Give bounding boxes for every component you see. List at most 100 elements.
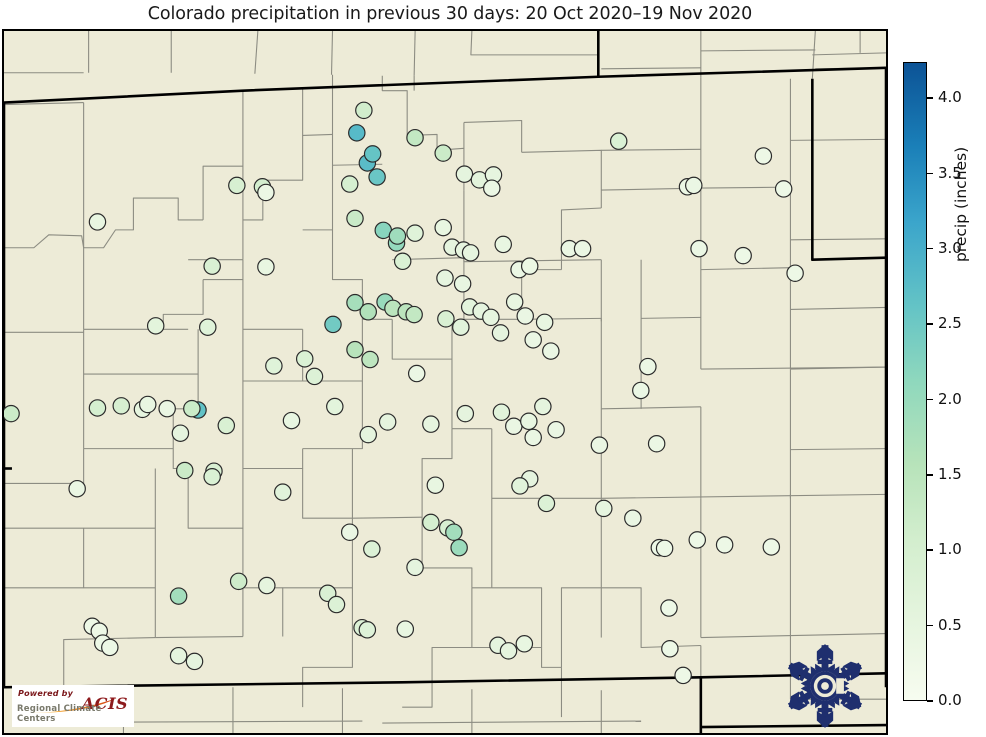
station-marker[interactable] [685,176,703,195]
station-marker[interactable] [483,179,501,197]
station-marker[interactable] [660,599,678,617]
station-marker[interactable] [511,477,529,495]
station-marker[interactable] [426,476,445,494]
station-marker[interactable] [358,621,377,639]
station-marker[interactable] [203,468,221,486]
station-marker[interactable] [786,264,804,282]
station-marker[interactable] [257,258,275,276]
station-marker[interactable] [363,145,382,163]
station-marker[interactable] [340,523,359,541]
map-plot-area[interactable]: Powered by ACIS Regional Climate Centers [2,29,888,735]
station-marker[interactable] [363,540,381,558]
station-marker[interactable] [505,293,524,311]
station-marker[interactable] [674,666,692,685]
station-marker[interactable] [169,646,188,665]
station-marker[interactable] [573,239,592,258]
station-marker[interactable] [305,367,324,386]
station-marker[interactable] [158,399,176,418]
station-marker[interactable] [590,436,609,454]
station-marker[interactable] [282,411,301,430]
station-marker[interactable] [138,395,157,414]
station-marker[interactable] [346,209,364,228]
station-marker[interactable] [327,595,346,614]
station-marker[interactable] [203,257,221,275]
station-marker[interactable] [453,275,472,293]
station-marker[interactable] [542,342,560,360]
station-marker[interactable] [754,147,773,165]
station-marker[interactable] [524,428,542,447]
station-marker[interactable] [436,269,454,287]
station-marker[interactable] [647,434,666,453]
station-marker[interactable] [655,539,674,558]
station-marker[interactable] [762,538,781,556]
station-marker[interactable] [639,357,657,376]
station-marker[interactable] [524,331,542,349]
station-marker[interactable] [101,638,119,657]
station-marker[interactable] [169,587,188,605]
station-marker[interactable] [482,308,500,327]
station-marker[interactable] [492,403,511,421]
station-marker[interactable] [4,404,20,423]
station-marker[interactable] [547,420,565,439]
station-marker[interactable] [491,324,510,342]
station-marker[interactable] [346,340,364,359]
station-marker[interactable] [715,536,734,554]
station-marker[interactable] [595,499,613,518]
station-marker[interactable] [171,424,190,442]
station-marker[interactable] [422,415,440,433]
station-marker[interactable] [406,224,424,242]
station-marker[interactable] [217,416,236,435]
station-marker[interactable] [257,183,275,202]
station-marker[interactable] [450,538,468,557]
station-marker[interactable] [183,399,201,418]
station-marker[interactable] [535,313,554,332]
station-marker[interactable] [393,252,412,271]
station-marker[interactable] [422,513,440,532]
station-marker[interactable] [407,364,426,383]
station-marker[interactable] [88,213,107,231]
station-marker[interactable] [434,218,452,237]
station-marker[interactable] [396,620,415,638]
station-marker[interactable] [520,257,539,275]
station-marker[interactable] [774,180,793,198]
station-marker[interactable] [690,239,708,258]
station-marker[interactable] [258,576,276,595]
station-marker[interactable] [346,293,364,312]
station-marker[interactable] [340,175,359,193]
station-marker[interactable] [515,635,534,653]
station-marker[interactable] [505,417,523,435]
station-marker[interactable] [228,176,246,195]
station-marker[interactable] [361,350,379,369]
station-marker[interactable] [405,305,423,324]
station-marker[interactable] [88,399,107,417]
station-marker[interactable] [146,317,165,335]
station-marker[interactable] [355,101,373,120]
station-marker[interactable] [326,397,344,416]
station-marker[interactable] [734,246,752,265]
station-marker[interactable] [445,523,463,541]
station-marker[interactable] [499,642,518,660]
station-marker[interactable] [661,640,679,658]
station-marker[interactable] [265,357,283,375]
station-marker[interactable] [537,494,556,513]
station-marker[interactable] [295,350,314,368]
station-marker[interactable] [437,310,455,328]
station-marker[interactable] [406,128,424,147]
station-marker[interactable] [534,397,552,416]
station-marker[interactable] [359,425,378,444]
station-markers[interactable] [4,101,804,685]
station-marker[interactable] [688,531,707,549]
station-marker[interactable] [199,318,217,336]
station-marker[interactable] [324,315,342,334]
station-marker[interactable] [632,381,650,400]
station-marker[interactable] [456,404,475,423]
station-marker[interactable] [378,413,397,431]
station-marker[interactable] [273,483,292,501]
station-marker[interactable] [185,652,204,671]
station-marker[interactable] [455,165,474,183]
station-marker[interactable] [461,244,480,262]
station-marker[interactable] [516,307,534,325]
station-marker[interactable] [406,558,424,577]
station-marker[interactable] [359,303,378,321]
station-marker[interactable] [68,479,86,498]
